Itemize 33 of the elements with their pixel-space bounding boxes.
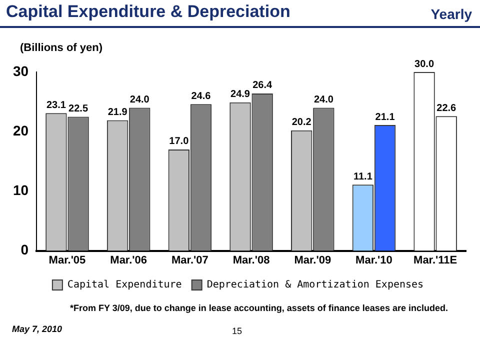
x-tick-label: Mar.'07 bbox=[172, 254, 208, 266]
data-label: 17.0 bbox=[169, 136, 190, 148]
legend-label: Depreciation & Amortization Expenses bbox=[206, 280, 424, 291]
data-label: 21.9 bbox=[108, 107, 128, 118]
x-tick-label: Mar.'05 bbox=[48, 254, 86, 266]
data-label: 11.1 bbox=[353, 171, 373, 182]
x-tick-label: Mar.'10 bbox=[356, 254, 392, 266]
data-label: 24.6 bbox=[191, 90, 212, 102]
y-tick-label: 30 bbox=[12, 62, 29, 79]
chart-subtitle: Yearly bbox=[430, 6, 472, 22]
data-label: 24.9 bbox=[230, 89, 250, 100]
text: May 7, 2010 bbox=[12, 324, 62, 334]
legend-label: Capital Expenditure bbox=[67, 280, 182, 291]
x-tick-label: Mar.'09 bbox=[294, 254, 332, 266]
data-label: 22.5 bbox=[68, 103, 88, 114]
x-tick-label: Mar.'11E bbox=[414, 254, 458, 266]
x-tick-label: Mar.'06 bbox=[110, 254, 148, 266]
x-tick-label: Mar.'08 bbox=[232, 254, 270, 266]
data-label: 21.1 bbox=[375, 112, 396, 123]
y-tick-label: 0 bbox=[20, 242, 29, 258]
text: 15 bbox=[232, 326, 242, 336]
data-label: 26.4 bbox=[252, 80, 272, 92]
data-label: 20.2 bbox=[292, 117, 312, 128]
text: *From FY 3/09, due to change in lease accounting, assets of finance leases are included. bbox=[70, 303, 448, 313]
data-label: 23.1 bbox=[46, 100, 66, 111]
data-label: 24.0 bbox=[130, 94, 150, 106]
y-axis-title: (Billions of yen) bbox=[20, 42, 102, 54]
data-label: 24.0 bbox=[314, 94, 334, 106]
data-label: 22.6 bbox=[436, 102, 457, 114]
y-tick-label: 20 bbox=[12, 122, 29, 138]
y-tick-label: 10 bbox=[12, 182, 29, 198]
data-label: 30.0 bbox=[414, 58, 434, 70]
chart-title: Capital Expenditure & Depreciation bbox=[6, 2, 290, 22]
